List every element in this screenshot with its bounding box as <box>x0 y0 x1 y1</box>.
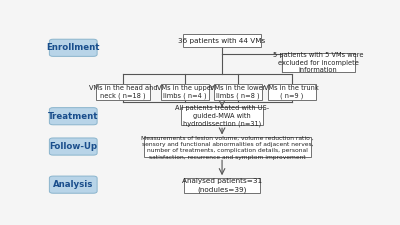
FancyBboxPatch shape <box>181 107 263 125</box>
FancyBboxPatch shape <box>96 84 150 100</box>
FancyBboxPatch shape <box>161 84 209 100</box>
Text: Analysis: Analysis <box>53 180 94 189</box>
Text: Enrollment: Enrollment <box>46 43 100 52</box>
Text: All patients treated with US-
guided-MWA with
hydrodissection (n=31): All patients treated with US- guided-MWA… <box>175 105 269 127</box>
Text: VMs in the upper
limbs ( n=4 ): VMs in the upper limbs ( n=4 ) <box>156 85 213 99</box>
Text: Analysed patients=31
(nodules=39): Analysed patients=31 (nodules=39) <box>182 178 262 193</box>
Text: VMs in the lower
limbs ( n=8 ): VMs in the lower limbs ( n=8 ) <box>210 85 265 99</box>
Text: 36 patients with 44 VMs: 36 patients with 44 VMs <box>178 38 266 44</box>
FancyBboxPatch shape <box>49 176 97 193</box>
FancyBboxPatch shape <box>144 137 311 157</box>
Text: Measurements of lesion volume, volume reduction ratio ,
sensory and functional a: Measurements of lesion volume, volume re… <box>141 135 314 160</box>
Text: 5 patients with 5 VMs were
excluded for incomplete
information: 5 patients with 5 VMs were excluded for … <box>273 52 363 73</box>
Text: Follow-Up: Follow-Up <box>49 142 97 151</box>
Text: Treatment: Treatment <box>48 112 98 121</box>
FancyBboxPatch shape <box>183 34 261 47</box>
FancyBboxPatch shape <box>49 138 97 155</box>
FancyBboxPatch shape <box>268 84 316 100</box>
FancyBboxPatch shape <box>184 178 260 193</box>
FancyBboxPatch shape <box>49 39 97 56</box>
Text: VMs in the head and
neck ( n=18 ): VMs in the head and neck ( n=18 ) <box>88 85 157 99</box>
FancyBboxPatch shape <box>214 84 262 100</box>
Text: VMs in the trunk
( n=9 ): VMs in the trunk ( n=9 ) <box>264 85 319 99</box>
FancyBboxPatch shape <box>49 108 97 125</box>
FancyBboxPatch shape <box>282 53 354 72</box>
